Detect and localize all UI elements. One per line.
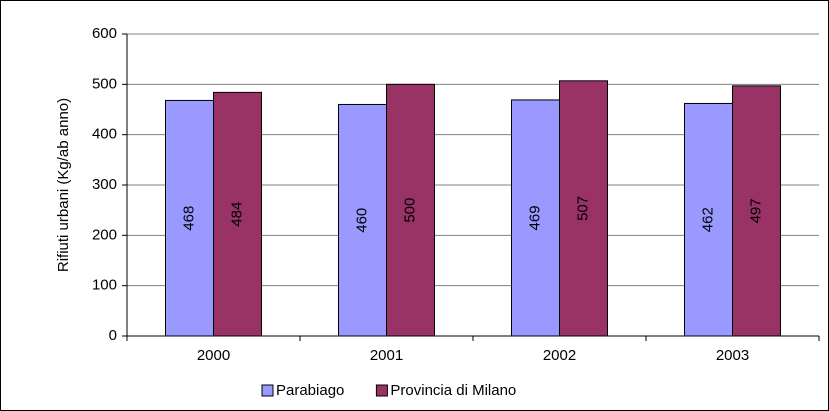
y-tick-label: 500: [92, 75, 117, 92]
data-label: 460: [353, 208, 370, 233]
data-label: 468: [180, 206, 197, 231]
data-label: 462: [699, 207, 716, 232]
data-label: 507: [574, 196, 591, 221]
data-label: 484: [228, 202, 245, 227]
x-tick-label: 2003: [716, 347, 749, 364]
y-tick-label: 100: [92, 277, 117, 294]
y-axis-label: Rifiuti urbani (Kg/ab anno): [55, 98, 72, 272]
data-label: 497: [747, 198, 764, 223]
x-tick-label: 2000: [197, 347, 230, 364]
y-tick-label: 0: [109, 327, 117, 344]
bar: [559, 80, 608, 337]
y-tick-label: 300: [92, 176, 117, 193]
y-tick-label: 200: [92, 226, 117, 243]
x-tick-label: 2001: [370, 347, 403, 364]
legend-label: Parabiago: [276, 382, 344, 399]
bar: [511, 99, 560, 337]
bar: [684, 102, 733, 337]
y-tick-label: 600: [92, 25, 117, 42]
y-tick-label: 400: [92, 126, 117, 143]
bar: [732, 85, 781, 337]
legend-swatch: [375, 384, 388, 397]
data-label: 469: [526, 205, 543, 230]
bar: [386, 83, 435, 337]
bar: [213, 91, 262, 337]
x-tick-label: 2002: [543, 347, 576, 364]
legend-swatch: [261, 384, 274, 397]
data-label: 500: [401, 198, 418, 223]
legend-label: Provincia di Milano: [390, 382, 516, 399]
bar: [338, 103, 387, 337]
